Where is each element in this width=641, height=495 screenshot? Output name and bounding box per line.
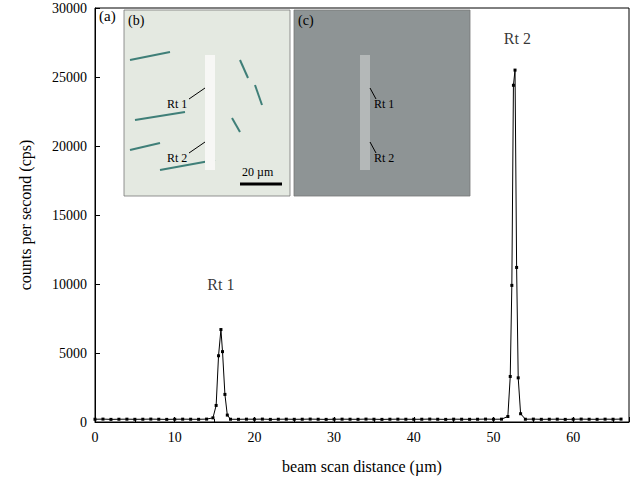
- svg-text:Rt 1: Rt 1: [167, 97, 187, 111]
- svg-text:50: 50: [487, 430, 501, 445]
- svg-text:25000: 25000: [52, 70, 87, 85]
- svg-text:beam scan distance (µm): beam scan distance (µm): [282, 458, 442, 476]
- svg-text:(b): (b): [128, 13, 145, 29]
- svg-text:Rt 2: Rt 2: [374, 151, 394, 165]
- svg-text:20000: 20000: [52, 139, 87, 154]
- svg-text:(a): (a): [99, 8, 116, 25]
- svg-text:0: 0: [80, 415, 87, 430]
- svg-text:15000: 15000: [52, 208, 87, 223]
- svg-text:30000: 30000: [52, 1, 87, 16]
- svg-text:30: 30: [327, 430, 341, 445]
- svg-text:10000: 10000: [52, 277, 87, 292]
- svg-text:20: 20: [247, 430, 261, 445]
- svg-text:Rt 1: Rt 1: [374, 97, 394, 111]
- svg-text:counts per second (cps): counts per second (cps): [17, 140, 35, 291]
- svg-text:40: 40: [407, 430, 421, 445]
- svg-text:Rt 2: Rt 2: [167, 151, 187, 165]
- svg-text:60: 60: [566, 430, 580, 445]
- svg-text:0: 0: [92, 430, 99, 445]
- svg-text:Rt 1: Rt 1: [207, 276, 234, 293]
- svg-text:20 µm: 20 µm: [242, 165, 274, 179]
- svg-text:Rt 2: Rt 2: [504, 30, 531, 47]
- svg-text:(c): (c): [298, 13, 314, 29]
- svg-text:10: 10: [168, 430, 182, 445]
- svg-text:5000: 5000: [59, 346, 87, 361]
